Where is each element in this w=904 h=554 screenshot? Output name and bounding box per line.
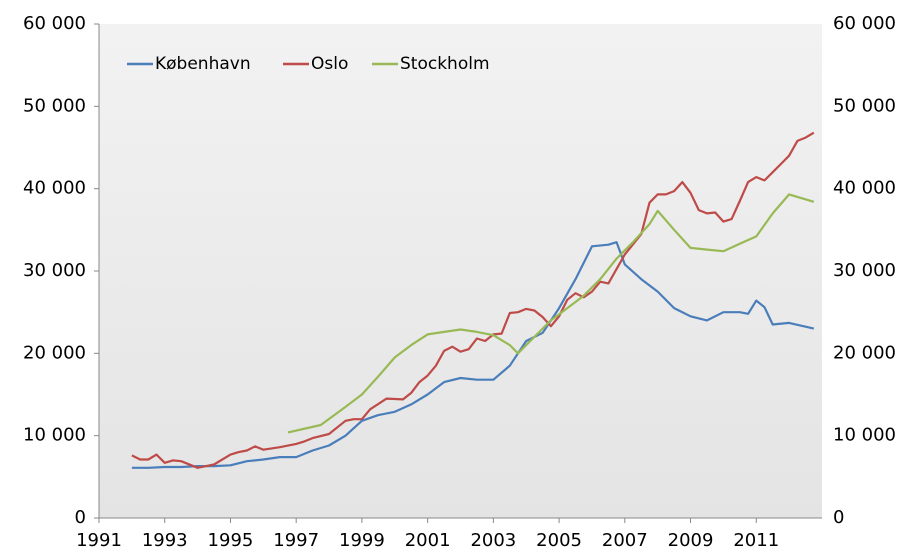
y-tick-label: 60 000 xyxy=(23,13,86,34)
x-tick-label: 1995 xyxy=(208,530,254,551)
legend-label: Stockholm xyxy=(400,54,490,74)
y2-tick-label: 0 xyxy=(833,507,844,528)
y2-tick-label: 20 000 xyxy=(833,342,896,363)
x-tick-label: 1991 xyxy=(76,530,122,551)
y2-tick-label: 60 000 xyxy=(833,13,896,34)
x-tick-label: 2003 xyxy=(470,530,516,551)
series-line xyxy=(287,193,815,434)
x-tick-label: 2007 xyxy=(602,530,648,551)
y-tick-label: 40 000 xyxy=(23,178,86,199)
legend-label: København xyxy=(155,54,251,74)
x-tick-label: 2011 xyxy=(733,530,779,551)
x-tick-label: 2005 xyxy=(536,530,582,551)
y2-tick-label: 10 000 xyxy=(833,425,896,446)
y2-tick-label: 40 000 xyxy=(833,178,896,199)
y2-tick-label: 50 000 xyxy=(833,95,896,116)
x-tick-label: 1999 xyxy=(339,530,385,551)
plot-area xyxy=(99,24,822,518)
legend-label: Oslo xyxy=(311,54,348,74)
y2-tick-label: 30 000 xyxy=(833,260,896,281)
x-tick-label: 1993 xyxy=(142,530,188,551)
x-tick-label: 2001 xyxy=(405,530,451,551)
y-tick-label: 50 000 xyxy=(23,95,86,116)
y-tick-label: 10 000 xyxy=(23,425,86,446)
series-line xyxy=(131,131,815,469)
y-tick-label: 20 000 xyxy=(23,342,86,363)
y-tick-label: 0 xyxy=(75,507,86,528)
y-tick-label: 30 000 xyxy=(23,260,86,281)
x-tick-label: 2009 xyxy=(668,530,714,551)
x-tick-label: 1997 xyxy=(273,530,319,551)
series-line xyxy=(131,241,815,469)
